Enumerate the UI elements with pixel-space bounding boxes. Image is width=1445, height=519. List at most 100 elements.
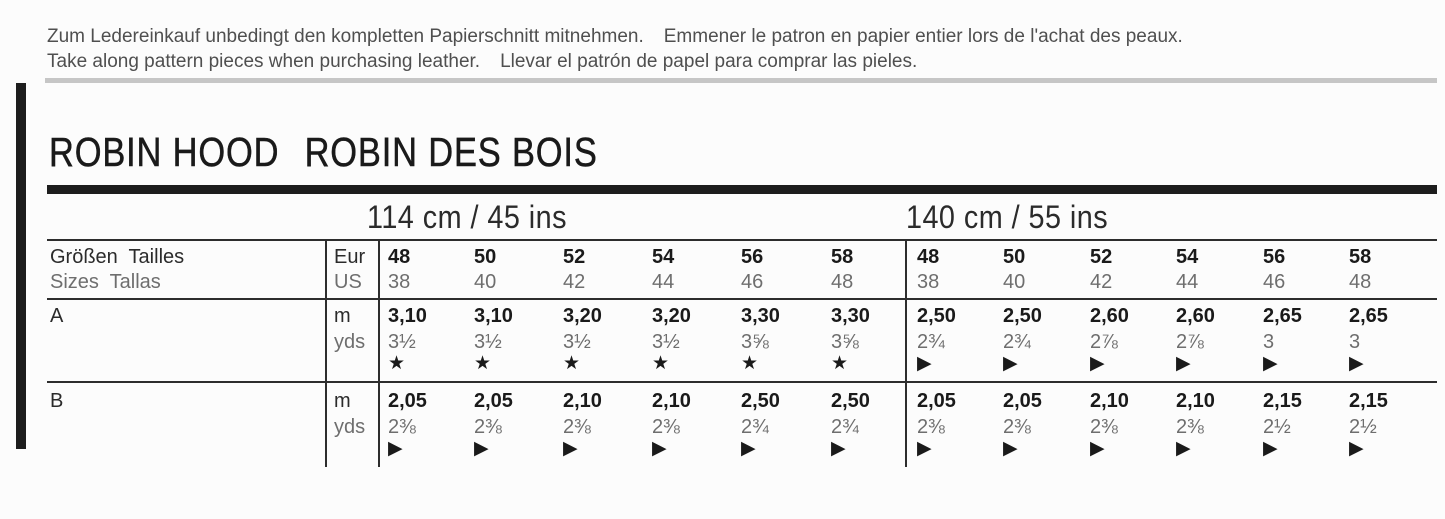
yards-cell: 2¾ bbox=[741, 416, 769, 438]
yards-cell: 2⅜ bbox=[1176, 416, 1204, 438]
meters-cell: 2,05 bbox=[1003, 390, 1042, 412]
meters-cell: 2,10 bbox=[1090, 390, 1129, 412]
meters-cell: 2,05 bbox=[917, 390, 956, 412]
nap-symbol-star-icon: ★ bbox=[831, 352, 849, 374]
size-us-cell: 40 bbox=[474, 271, 497, 293]
size-eur-cell: 56 bbox=[741, 246, 764, 268]
fabric-width-header-114: 114 cm / 45 ins bbox=[367, 199, 567, 235]
meters-cell: 2,60 bbox=[1090, 305, 1129, 327]
size-us-cell: 48 bbox=[1349, 271, 1372, 293]
nap-symbol-triangle-icon: ▶ bbox=[1176, 352, 1191, 374]
yards-cell: 2⅞ bbox=[1090, 331, 1118, 353]
sizes-header-en-es: Sizes Tallas bbox=[50, 271, 161, 293]
nap-symbol-triangle-icon: ▶ bbox=[1090, 352, 1105, 374]
size-us-cell: 46 bbox=[741, 271, 764, 293]
size-us-cell: 44 bbox=[1176, 271, 1199, 293]
nap-symbol-triangle-icon: ▶ bbox=[1003, 352, 1018, 374]
meters-cell: 3,10 bbox=[474, 305, 513, 327]
nap-symbol-triangle-icon: ▶ bbox=[1349, 352, 1364, 374]
nap-symbol-triangle-icon: ▶ bbox=[1176, 437, 1191, 459]
table-rowA-bottom-line bbox=[47, 381, 1437, 383]
note-french: Emmener le patron en papier entier lors … bbox=[663, 26, 1183, 47]
note-german: Zum Ledereinkauf unbedingt den komplette… bbox=[47, 26, 644, 47]
nap-symbol-star-icon: ★ bbox=[652, 352, 670, 374]
yards-cell: 3⅝ bbox=[831, 331, 859, 353]
yards-cell: 3½ bbox=[563, 331, 591, 353]
view-b-label: B bbox=[50, 390, 64, 412]
size-eur-cell: 54 bbox=[1176, 246, 1199, 268]
yards-cell: 3⅝ bbox=[741, 331, 769, 353]
fabric-width-header-140: 140 cm / 55 ins bbox=[906, 199, 1109, 235]
view-a-label: A bbox=[50, 305, 64, 327]
meters-cell: 2,10 bbox=[652, 390, 691, 412]
meters-cell: 3,10 bbox=[388, 305, 427, 327]
yards-cell: 2⅜ bbox=[388, 416, 416, 438]
yards-cell: 3½ bbox=[388, 331, 416, 353]
meters-cell: 3,20 bbox=[652, 305, 691, 327]
note-line-en-es: Take along pattern pieces when purchasin… bbox=[47, 49, 1183, 74]
size-us-cell: 38 bbox=[917, 271, 940, 293]
meters-cell: 2,50 bbox=[1003, 305, 1042, 327]
view-b-unit-yds: yds bbox=[334, 416, 366, 438]
meters-cell: 2,15 bbox=[1263, 390, 1302, 412]
size-eur-cell: 56 bbox=[1263, 246, 1286, 268]
table-sizes-bottom-line bbox=[47, 298, 1437, 300]
table-unit-divider-line bbox=[378, 239, 380, 467]
size-eur-cell: 48 bbox=[388, 246, 411, 268]
size-eur-cell: 54 bbox=[652, 246, 675, 268]
yards-cell: 2⅜ bbox=[917, 416, 945, 438]
size-eur-cell: 58 bbox=[1349, 246, 1372, 268]
nap-symbol-triangle-icon: ▶ bbox=[652, 437, 667, 459]
top-divider-rule bbox=[45, 78, 1437, 83]
yards-cell: 2¾ bbox=[917, 331, 945, 353]
nap-symbol-triangle-icon: ▶ bbox=[1263, 352, 1278, 374]
nap-symbol-triangle-icon: ▶ bbox=[741, 437, 756, 459]
size-eur-cell: 50 bbox=[1003, 246, 1026, 268]
left-accent-bar bbox=[16, 83, 26, 449]
meters-cell: 3,30 bbox=[741, 305, 780, 327]
note-english: Take along pattern pieces when purchasin… bbox=[47, 51, 481, 72]
yards-cell: 2½ bbox=[1263, 416, 1291, 438]
size-us-cell: 42 bbox=[1090, 271, 1113, 293]
pattern-title: ROBIN HOOD ROBIN DES BOIS bbox=[49, 129, 598, 175]
title-underline-bar bbox=[47, 185, 1437, 194]
size-us-cell: 38 bbox=[388, 271, 411, 293]
size-us-cell: 48 bbox=[831, 271, 854, 293]
yards-cell: 2⅜ bbox=[652, 416, 680, 438]
yards-cell: 3 bbox=[1349, 331, 1361, 353]
table-top-line bbox=[47, 239, 1437, 241]
meters-cell: 2,60 bbox=[1176, 305, 1215, 327]
nap-symbol-triangle-icon: ▶ bbox=[388, 437, 403, 459]
meters-cell: 2,50 bbox=[831, 390, 870, 412]
meters-cell: 2,10 bbox=[1176, 390, 1215, 412]
view-a-unit-yds: yds bbox=[334, 331, 366, 353]
yards-cell: 3½ bbox=[652, 331, 680, 353]
pattern-title-english: ROBIN HOOD bbox=[49, 129, 280, 175]
size-us-cell: 46 bbox=[1263, 271, 1286, 293]
yards-cell: 3 bbox=[1263, 331, 1275, 353]
yards-cell: 3½ bbox=[474, 331, 502, 353]
size-eur-cell: 58 bbox=[831, 246, 854, 268]
nap-symbol-triangle-icon: ▶ bbox=[1263, 437, 1278, 459]
meters-cell: 2,65 bbox=[1263, 305, 1302, 327]
size-us-cell: 42 bbox=[563, 271, 586, 293]
yards-cell: 2⅜ bbox=[1090, 416, 1118, 438]
size-us-cell: 44 bbox=[652, 271, 675, 293]
nap-symbol-star-icon: ★ bbox=[741, 352, 759, 374]
meters-cell: 2,05 bbox=[388, 390, 427, 412]
view-b-unit-m: m bbox=[334, 390, 351, 412]
size-eur-cell: 50 bbox=[474, 246, 497, 268]
nap-symbol-triangle-icon: ▶ bbox=[563, 437, 578, 459]
size-eur-cell: 52 bbox=[563, 246, 586, 268]
nap-symbol-star-icon: ★ bbox=[563, 352, 581, 374]
nap-symbol-star-icon: ★ bbox=[388, 352, 406, 374]
pattern-title-french: ROBIN DES BOIS bbox=[304, 129, 598, 175]
view-a-unit-m: m bbox=[334, 305, 351, 327]
sizes-unit-us: US bbox=[334, 271, 362, 293]
meters-cell: 3,30 bbox=[831, 305, 870, 327]
yards-cell: 2¾ bbox=[831, 416, 859, 438]
size-eur-cell: 52 bbox=[1090, 246, 1113, 268]
meters-cell: 2,65 bbox=[1349, 305, 1388, 327]
meters-cell: 3,20 bbox=[563, 305, 602, 327]
